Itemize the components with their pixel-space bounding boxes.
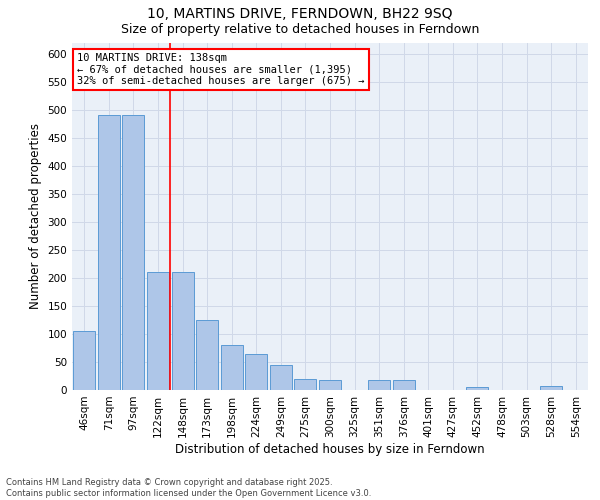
Bar — [270, 365, 292, 390]
Text: 10 MARTINS DRIVE: 138sqm
← 67% of detached houses are smaller (1,395)
32% of sem: 10 MARTINS DRIVE: 138sqm ← 67% of detach… — [77, 53, 365, 86]
Y-axis label: Number of detached properties: Number of detached properties — [29, 123, 42, 309]
X-axis label: Distribution of detached houses by size in Ferndown: Distribution of detached houses by size … — [175, 442, 485, 456]
Bar — [392, 380, 415, 390]
Text: Contains HM Land Registry data © Crown copyright and database right 2025.
Contai: Contains HM Land Registry data © Crown c… — [6, 478, 371, 498]
Bar — [122, 116, 145, 390]
Bar — [295, 379, 316, 390]
Bar — [73, 331, 95, 390]
Bar — [368, 380, 390, 390]
Bar — [540, 386, 562, 390]
Bar — [98, 116, 120, 390]
Bar — [245, 354, 268, 390]
Bar — [466, 387, 488, 390]
Bar — [319, 380, 341, 390]
Bar — [196, 320, 218, 390]
Text: Size of property relative to detached houses in Ferndown: Size of property relative to detached ho… — [121, 22, 479, 36]
Bar — [221, 345, 243, 390]
Bar — [147, 272, 169, 390]
Bar — [172, 272, 194, 390]
Text: 10, MARTINS DRIVE, FERNDOWN, BH22 9SQ: 10, MARTINS DRIVE, FERNDOWN, BH22 9SQ — [147, 8, 453, 22]
